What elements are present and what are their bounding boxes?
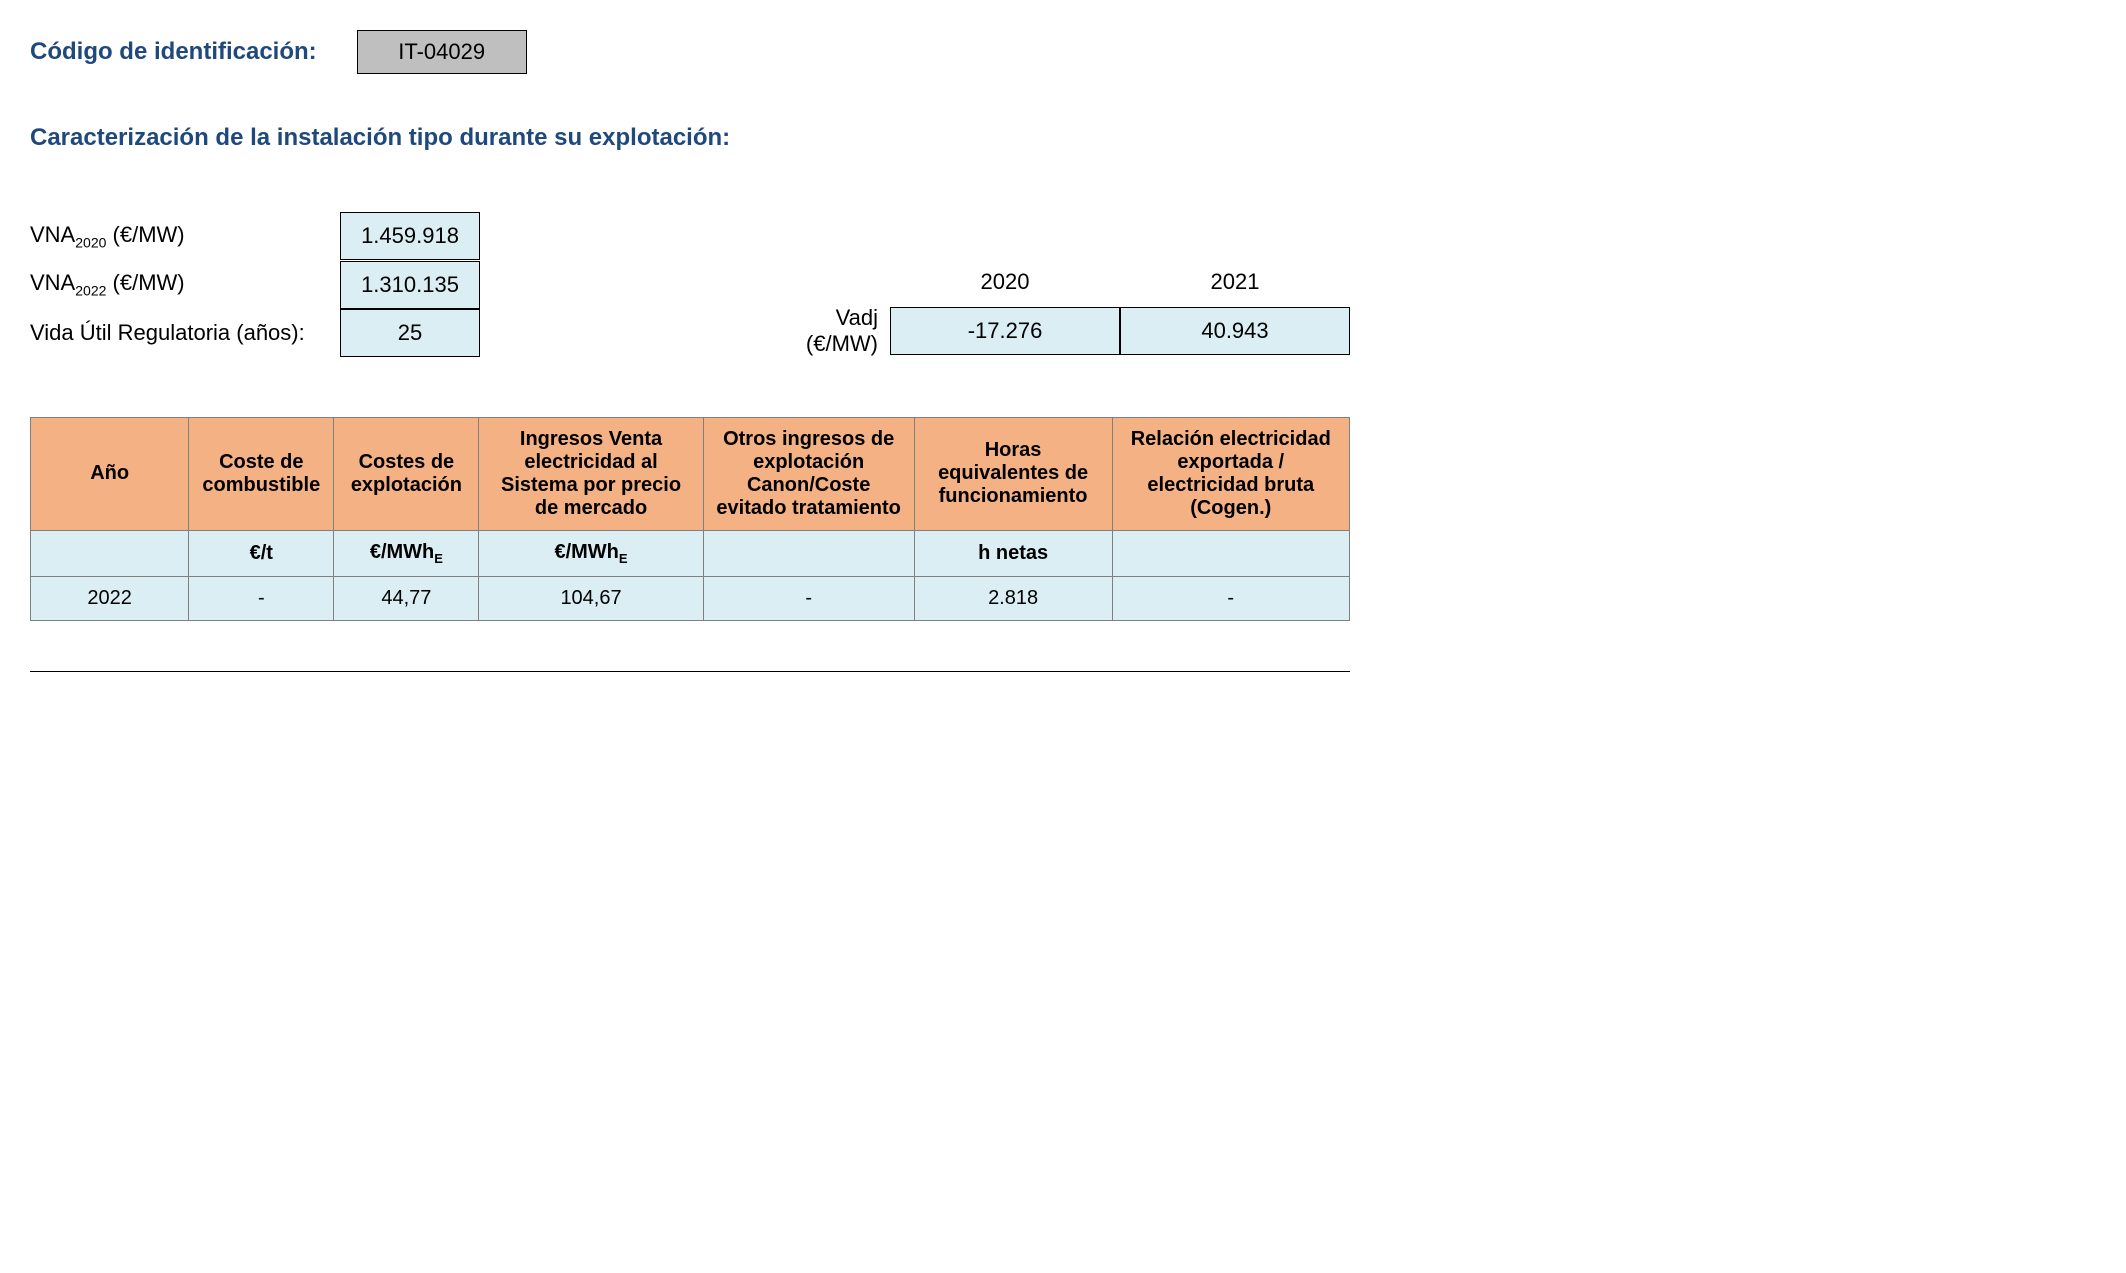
cell-ano: 2022 xyxy=(31,576,189,620)
cell-relacion: - xyxy=(1112,576,1349,620)
th-ingresos: Ingresos Venta electricidad al Sistema p… xyxy=(479,417,703,530)
cell-ingresos: 104,67 xyxy=(479,576,703,620)
vna2020-suffix: (€/MW) xyxy=(106,222,184,247)
unit-horas: h netas xyxy=(914,530,1112,576)
section-title: Caracterización de la instalación tipo d… xyxy=(30,124,2096,152)
th-horas: Horas equivalentes de funcionamiento xyxy=(914,417,1112,530)
unit-costes-expl: €/MWhE xyxy=(334,530,479,576)
unit-relacion xyxy=(1112,530,1349,576)
vadj-block: 2020 2021 Vadj (€/MW) -17.276 40.943 xyxy=(770,259,1350,357)
cell-horas: 2.818 xyxy=(914,576,1112,620)
vna2022-suffix: (€/MW) xyxy=(106,270,184,295)
code-row: Código de identificación: IT-04029 xyxy=(30,30,2096,74)
vna2022-sub: 2022 xyxy=(75,283,106,299)
vna2020-sub: 2020 xyxy=(75,234,106,250)
table-units-row: €/t €/MWhE €/MWhE h netas xyxy=(31,530,1350,576)
params-wrapper: VNA2020 (€/MW) 1.459.918 VNA2022 (€/MW) … xyxy=(30,212,1350,357)
cell-otros: - xyxy=(703,576,914,620)
unit-otros xyxy=(703,530,914,576)
cell-costes-expl: 44,77 xyxy=(334,576,479,620)
table-header-row: Año Coste de combustible Costes de explo… xyxy=(31,417,1350,530)
vna2022-label: VNA2022 (€/MW) xyxy=(30,260,340,308)
vadj-val-2: 40.943 xyxy=(1120,307,1350,355)
params-block: VNA2020 (€/MW) 1.459.918 VNA2022 (€/MW) … xyxy=(30,212,480,357)
th-costes-expl: Costes de explotación xyxy=(334,417,479,530)
vadj-val-1: -17.276 xyxy=(890,307,1120,355)
unit-costes-expl-prefix: €/MWh xyxy=(370,541,434,563)
codigo-label: Código de identificación: xyxy=(30,38,317,66)
vna2022-prefix: VNA xyxy=(30,270,75,295)
main-table: Año Coste de combustible Costes de explo… xyxy=(30,417,1350,621)
vida-util-label: Vida Útil Regulatoria (años): xyxy=(30,310,340,356)
vna2020-prefix: VNA xyxy=(30,222,75,247)
table-data-row: 2022 - 44,77 104,67 - 2.818 - xyxy=(31,576,1350,620)
th-relacion: Relación electricidad exportada / electr… xyxy=(1112,417,1349,530)
codigo-value: IT-04029 xyxy=(357,30,527,74)
unit-ingresos: €/MWhE xyxy=(479,530,703,576)
th-coste-comb: Coste de combustible xyxy=(189,417,334,530)
vadj-year-2: 2021 xyxy=(1120,259,1350,305)
unit-coste-comb: €/t xyxy=(189,530,334,576)
unit-ingresos-prefix: €/MWh xyxy=(554,541,618,563)
th-ano: Año xyxy=(31,417,189,530)
vna2020-label: VNA2020 (€/MW) xyxy=(30,212,340,260)
unit-costes-expl-sub: E xyxy=(434,551,443,566)
vna2020-value: 1.459.918 xyxy=(340,212,480,260)
vna2022-value: 1.310.135 xyxy=(340,261,480,309)
vadj-label: Vadj (€/MW) xyxy=(770,305,890,357)
unit-ano xyxy=(31,530,189,576)
th-otros: Otros ingresos de explotación Canon/Cost… xyxy=(703,417,914,530)
cell-coste-comb: - xyxy=(189,576,334,620)
vadj-year-1: 2020 xyxy=(890,259,1120,305)
vida-util-value: 25 xyxy=(340,309,480,357)
unit-ingresos-sub: E xyxy=(619,551,628,566)
separator-line xyxy=(30,671,1350,672)
